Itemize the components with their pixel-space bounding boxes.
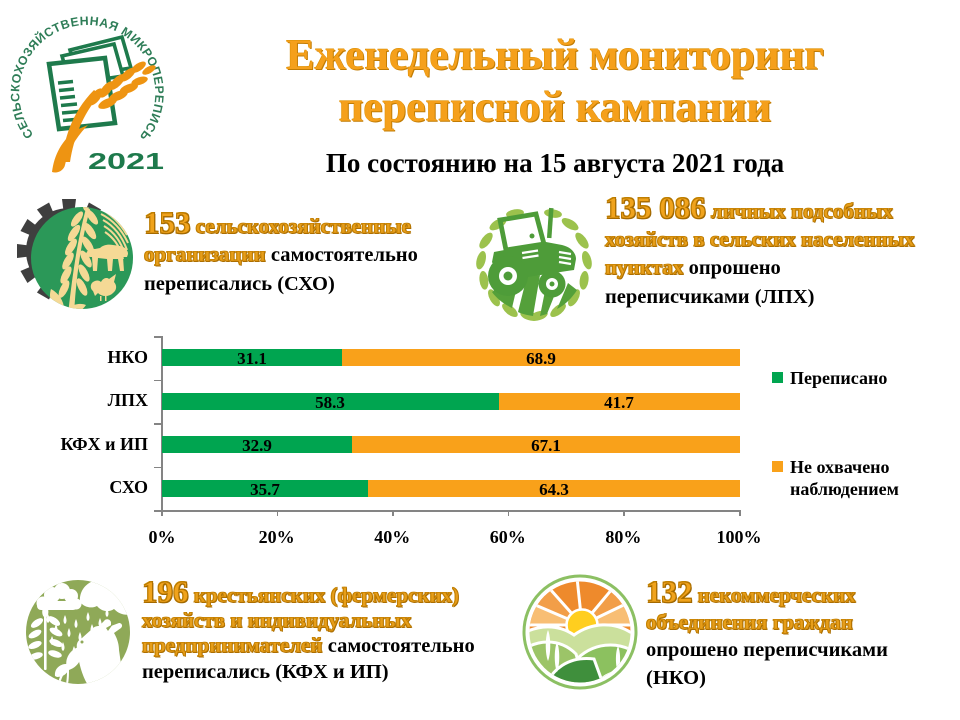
- svg-text:2021: 2021: [88, 148, 164, 174]
